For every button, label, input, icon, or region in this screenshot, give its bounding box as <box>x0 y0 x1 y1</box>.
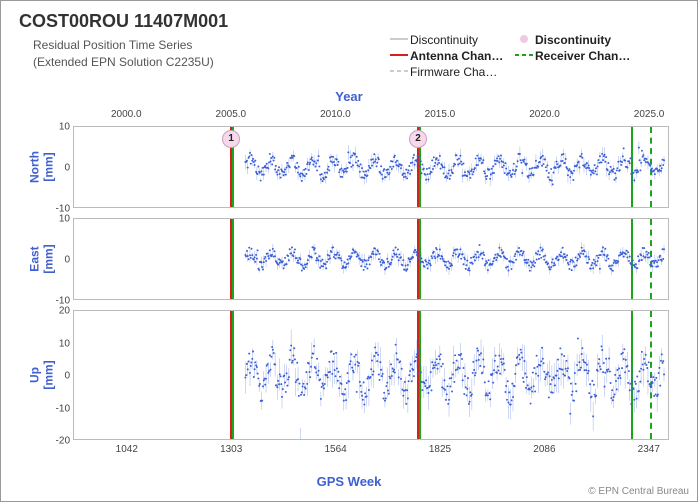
panel-2: Up[mm]-20-100102010421303156418252086234… <box>73 310 669 440</box>
ytick: 10 <box>59 122 70 133</box>
gps-tick: 1825 <box>429 444 451 455</box>
legend-label-antenna: Antenna Chan… <box>410 49 515 63</box>
gps-tick: 2347 <box>638 444 660 455</box>
gps-tick: 1564 <box>324 444 346 455</box>
chart-title: COST00ROU 11407M001 <box>19 11 228 32</box>
ytick: -20 <box>56 436 70 447</box>
legend-swatch-antenna <box>390 49 408 63</box>
panel-0: North[mm]-100102000.02005.02010.02015.02… <box>73 126 669 208</box>
series-svg <box>74 219 668 299</box>
subtitle-line1: Residual Position Time Series <box>33 37 214 54</box>
year-tick: 2000.0 <box>111 109 142 120</box>
subtitle-line2: (Extended EPN Solution C2235U) <box>33 54 214 71</box>
year-tick: 2025.0 <box>634 109 665 120</box>
gps-tick: 2086 <box>533 444 555 455</box>
ytick: 0 <box>64 163 70 174</box>
legend-swatch-firmware <box>390 65 408 79</box>
legend-swatch-disc-dot <box>515 33 533 47</box>
gps-tick: 1303 <box>220 444 242 455</box>
ylabel-0: North[mm] <box>28 143 57 191</box>
legend-label-disc1: Discontinuity <box>410 33 515 47</box>
panel-1: East[mm]-10010 <box>73 218 669 300</box>
ylabel-1: East[mm] <box>28 235 57 283</box>
ylabel-2: Up[mm] <box>28 351 57 399</box>
chart-subtitle: Residual Position Time Series (Extended … <box>33 37 214 71</box>
ytick: 0 <box>64 255 70 266</box>
ytick: 10 <box>59 214 70 225</box>
ytick: -10 <box>56 403 70 414</box>
legend-label-receiver: Receiver Chan… <box>535 49 645 63</box>
year-tick: 2010.0 <box>320 109 351 120</box>
legend-swatch-receiver <box>515 49 533 63</box>
year-tick: 2005.0 <box>216 109 247 120</box>
legend-swatch-disc-line <box>390 33 408 47</box>
chart-frame: COST00ROU 11407M001 Residual Position Ti… <box>0 0 698 502</box>
ytick: 0 <box>64 371 70 382</box>
legend-label-firmware: Firmware Cha… <box>410 65 515 79</box>
year-tick: 2020.0 <box>529 109 560 120</box>
legend: Discontinuity Discontinuity Antenna Chan… <box>390 33 645 79</box>
plot-area: North[mm]-100102000.02005.02010.02015.02… <box>73 126 669 451</box>
gps-tick: 1042 <box>116 444 138 455</box>
series-svg <box>74 311 668 439</box>
footer-credit: © EPN Central Bureau <box>588 486 689 497</box>
year-tick: 2015.0 <box>425 109 456 120</box>
series-svg <box>74 127 668 207</box>
top-axis-label: Year <box>1 89 697 104</box>
legend-label-disc2: Discontinuity <box>535 33 645 47</box>
ytick: 10 <box>59 338 70 349</box>
ytick: 20 <box>59 306 70 317</box>
